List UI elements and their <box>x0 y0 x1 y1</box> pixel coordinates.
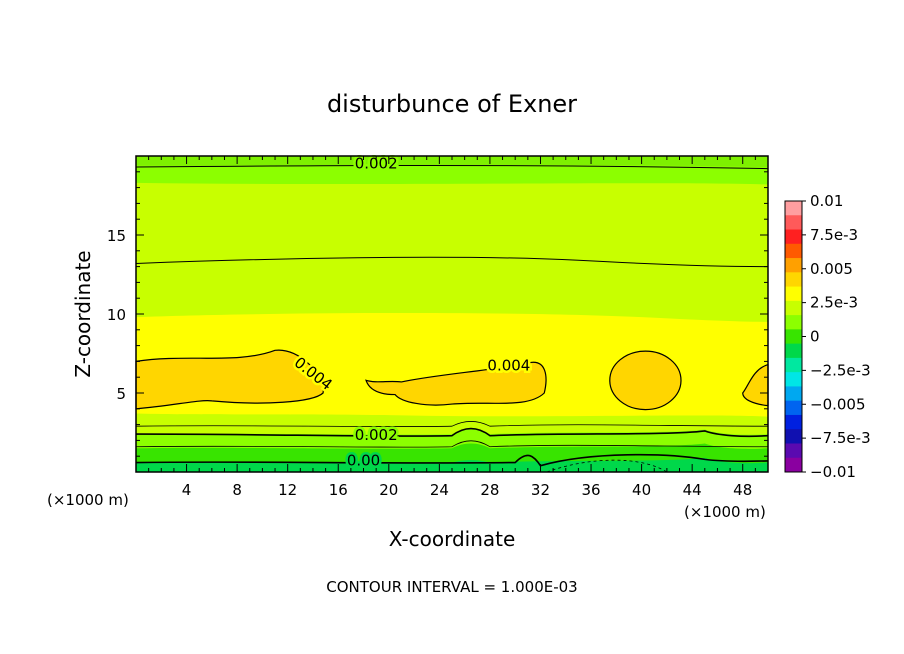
contour-line <box>742 363 769 407</box>
x-tick-label: 44 <box>683 481 702 499</box>
contour-line <box>135 256 769 268</box>
x-tick-label: 4 <box>182 481 192 499</box>
contour-label-text: 0.002 <box>355 426 398 444</box>
colorbar-swatch <box>785 258 802 273</box>
x-tick-label: 40 <box>632 481 651 499</box>
contour-line <box>609 350 682 411</box>
colorbar-tick-label: −0.01 <box>810 463 856 481</box>
colorbar-tick-label: −7.5e-3 <box>810 429 871 447</box>
colorbar-swatch <box>785 357 802 373</box>
x-tick-label: 48 <box>733 481 752 499</box>
y-tick-labels: 5 10 15 <box>107 227 126 403</box>
colorbar-swatch <box>785 443 802 459</box>
x-tick-label: 24 <box>430 481 449 499</box>
contour-label-halo: 0.002 <box>355 426 398 444</box>
x-tick-label: 12 <box>278 481 297 499</box>
x-tick-label: 36 <box>581 481 600 499</box>
contour-label-text: 0.00 <box>347 451 380 469</box>
colorbar-swatch <box>785 272 802 288</box>
contour-label-halo: 0.002 <box>355 154 398 172</box>
colorbar-swatch <box>785 343 802 359</box>
band-fill <box>136 457 768 472</box>
colorbar-swatch <box>785 329 802 345</box>
colorbar-swatch <box>785 286 802 302</box>
colorbar-swatch <box>785 386 802 402</box>
x-tick-label: 20 <box>379 481 398 499</box>
x-tick-label: 16 <box>329 481 348 499</box>
x-unit-right: (×1000 m) <box>684 503 766 521</box>
chart-title: disturbunce of Exner <box>327 90 577 118</box>
x-tick-label: 8 <box>232 481 242 499</box>
colorbar-swatch <box>785 243 802 259</box>
colorbar-tick-label: 2.5e-3 <box>810 294 858 312</box>
colorbar-swatch <box>785 457 802 473</box>
colorbar-swatch <box>785 414 802 430</box>
contour-line <box>135 453 769 467</box>
contour-label-text: 0.002 <box>355 154 398 172</box>
colorbar-swatch <box>785 300 802 316</box>
contour-label: 0.000.00 <box>344 449 382 472</box>
contour-label-halo: 0.00 <box>347 451 380 469</box>
colorbar-tick-label: 0.005 <box>810 260 853 278</box>
contour-label-text: 0.004 <box>487 357 530 375</box>
x-axis-title: X-coordinate <box>389 527 516 551</box>
colorbar-swatch <box>785 229 802 245</box>
x-tick-label: 32 <box>531 481 550 499</box>
y-tick-label: 15 <box>107 227 126 245</box>
y-tick-label: 5 <box>116 385 126 403</box>
y-axis-title: Z-coordinate <box>71 250 95 377</box>
colorbar-tick-label: 0.01 <box>810 192 843 210</box>
contour-line <box>365 361 547 406</box>
contour-line <box>135 421 769 428</box>
colorbar-tick-label: 0 <box>810 328 820 346</box>
contour-line <box>135 440 769 448</box>
contour-line <box>135 349 324 410</box>
contour-line <box>135 164 769 170</box>
contour-line <box>135 427 769 438</box>
colorbar-tick-label: 7.5e-3 <box>810 226 858 244</box>
colorbar-swatch <box>785 315 802 330</box>
colorbar: 0.01 7.5e-3 0.005 2.5e-3 0 −2.5e-3 −0.005 −7.5e… <box>784 192 871 481</box>
x-tick-label: 28 <box>480 481 499 499</box>
contour-label-halo: 0.004 <box>487 357 530 375</box>
colorbar-tick-label: −2.5e-3 <box>810 361 871 379</box>
y-tick-label: 10 <box>107 306 126 324</box>
colorbar-swatch <box>785 429 802 444</box>
band-fill <box>136 156 768 168</box>
colorbar-tick-label: −0.005 <box>810 395 866 413</box>
contour-interval-note: CONTOUR INTERVAL = 1.000E-03 <box>326 578 577 596</box>
contour-line <box>546 459 668 473</box>
x-unit-left: (×1000 m) <box>47 491 129 509</box>
colorbar-swatch <box>785 215 802 231</box>
x-tick-labels: 4 8 12 16 20 24 28 32 36 40 44 48 <box>182 481 752 499</box>
colorbar-swatch <box>785 372 802 387</box>
colorbar-swatch <box>785 201 802 216</box>
colorbar-swatch <box>785 400 802 416</box>
